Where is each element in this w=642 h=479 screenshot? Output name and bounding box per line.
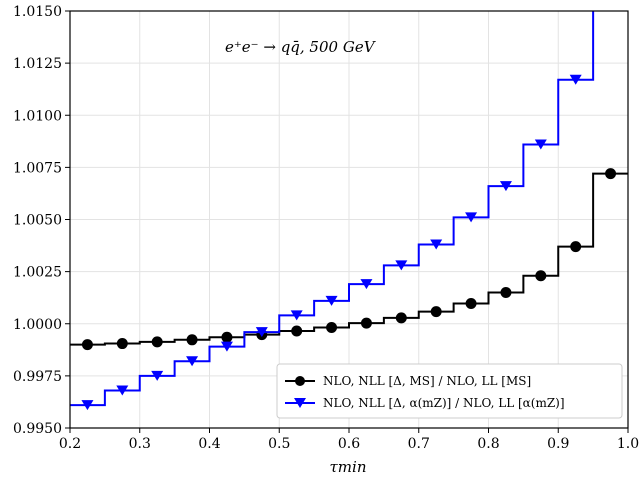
y-tick-label: 0.9975 <box>13 369 62 385</box>
data-point-circle <box>221 331 233 343</box>
data-point-circle <box>116 338 128 350</box>
data-point-circle <box>326 322 338 334</box>
x-tick-label: 0.7 <box>408 436 430 452</box>
chart-title: e⁺e⁻ → qq̄, 500 GeV <box>225 38 377 56</box>
data-point-circle <box>570 241 582 253</box>
legend: NLO, NLL [Δ, MS] / NLO, LL [MS] NLO, NLL… <box>276 363 623 419</box>
x-axis-label-text: τmin <box>330 458 367 476</box>
series-line-1 <box>70 172 628 346</box>
data-point-triangle <box>465 212 478 223</box>
data-point-circle <box>291 325 303 337</box>
data-point-circle <box>151 336 163 348</box>
legend-label-1: NLO, NLL [Δ, MS] / NLO, LL [MS] <box>323 374 531 388</box>
series-layer <box>70 11 628 411</box>
data-point-circle <box>500 286 512 298</box>
data-point-triangle <box>116 385 129 396</box>
data-point-triangle <box>569 74 582 85</box>
y-tick-label: 1.0000 <box>13 317 62 333</box>
y-tick-label: 0.9950 <box>13 421 62 437</box>
data-point-triangle <box>430 239 443 250</box>
y-tick-label: 1.0025 <box>13 265 62 281</box>
x-tick-label: 0.4 <box>198 436 220 452</box>
legend-marker-triangle <box>294 398 306 408</box>
axes: 0.2 0.3 0.4 0.5 0.6 0.7 0.8 0.9 1.0 0.9950 0.9975 1… <box>13 4 639 452</box>
data-point-triangle <box>360 279 373 290</box>
legend-label-2: NLO, NLL [Δ, α(mZ)] / NLO, LL [α(mZ)] <box>323 396 565 410</box>
y-tick-label: 1.0075 <box>13 160 62 176</box>
data-point-circle <box>430 306 442 318</box>
data-point-circle <box>395 312 407 324</box>
series-line-2 <box>70 11 595 407</box>
data-point-circle <box>186 334 198 346</box>
y-tick-label: 1.0150 <box>13 4 62 20</box>
data-point-circle <box>605 168 617 180</box>
data-point-triangle <box>81 400 94 411</box>
data-point-triangle <box>151 370 164 381</box>
data-point-circle <box>81 339 93 351</box>
legend-box <box>276 363 623 419</box>
data-point-triangle <box>325 295 338 306</box>
data-point-triangle <box>499 181 512 192</box>
data-point-triangle <box>255 327 268 338</box>
data-point-triangle <box>290 310 303 321</box>
y-tick-label: 1.0125 <box>13 56 62 72</box>
chart-title-text: e⁺e⁻ → qq̄, 500 GeV <box>225 38 377 56</box>
data-point-triangle <box>534 139 547 150</box>
x-tick-label: 0.8 <box>477 436 499 452</box>
data-point-circle <box>465 298 477 310</box>
x-tick-label: 0.6 <box>338 436 360 452</box>
y-tick-label: 1.0050 <box>13 213 62 229</box>
data-point-circle <box>360 317 372 329</box>
x-axis-label: τmin <box>330 458 367 476</box>
legend-marker-circle <box>295 376 305 386</box>
y-tick-label: 1.0100 <box>13 108 62 124</box>
data-point-triangle <box>395 260 408 271</box>
x-tick-label: 1.0 <box>617 436 639 452</box>
data-point-triangle <box>186 356 199 367</box>
x-tick-label: 0.2 <box>59 436 81 452</box>
x-tick-label: 0.9 <box>547 436 569 452</box>
x-tick-label: 0.3 <box>129 436 151 452</box>
x-tick-label: 0.5 <box>268 436 290 452</box>
data-point-circle <box>535 270 547 282</box>
data-point-triangle <box>220 341 233 352</box>
